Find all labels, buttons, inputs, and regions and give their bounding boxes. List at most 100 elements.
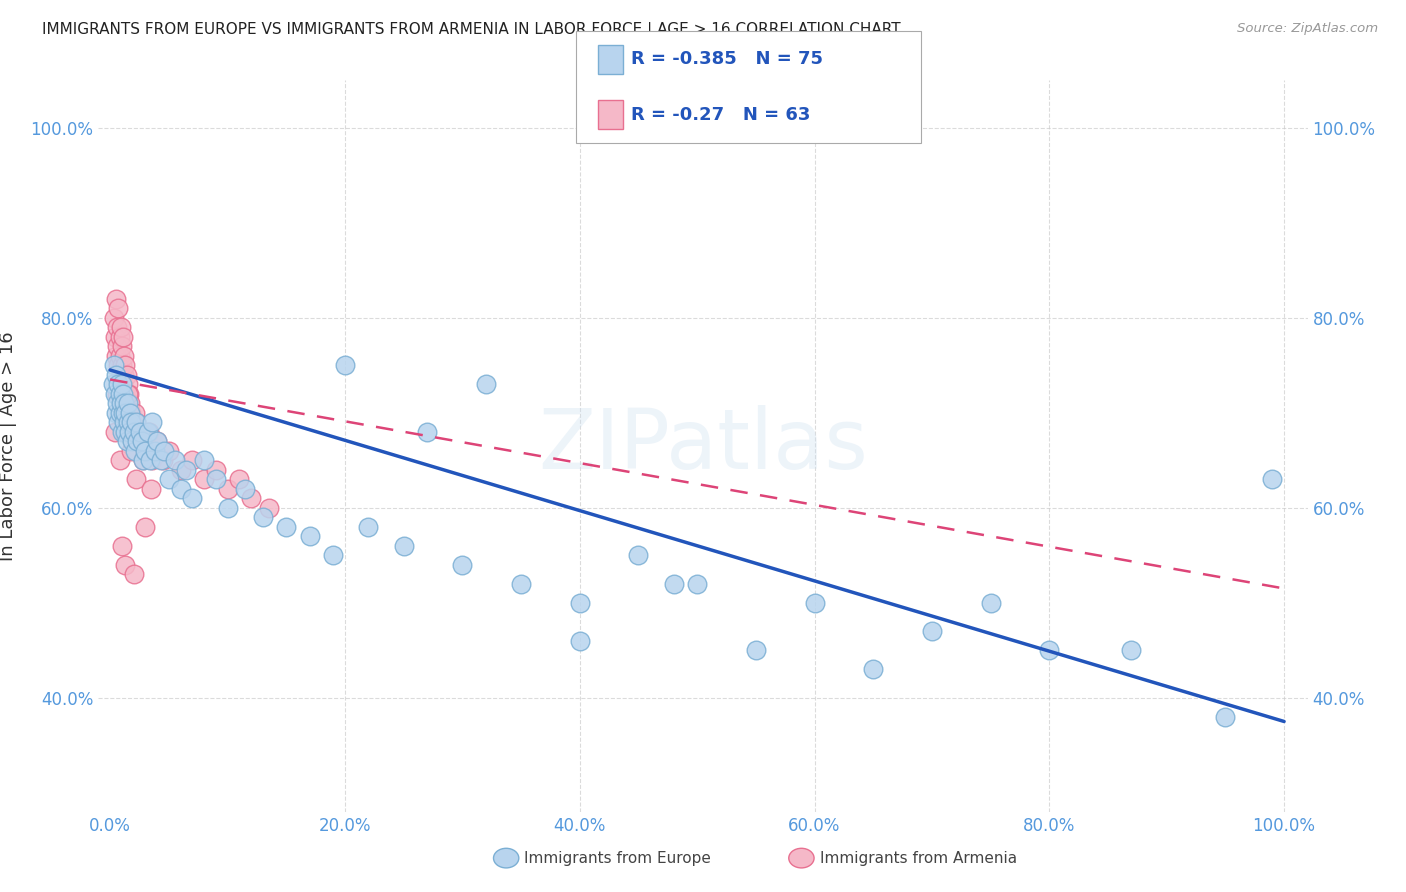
Point — [568, 596, 591, 610]
Point — [121, 415, 143, 429]
Point — [103, 310, 125, 325]
Point — [120, 443, 142, 458]
Point — [115, 396, 138, 410]
Text: ZIPatlas: ZIPatlas — [538, 406, 868, 486]
Point — [120, 396, 142, 410]
Point — [143, 443, 166, 458]
Point — [157, 472, 180, 486]
Point — [105, 406, 128, 420]
Point — [204, 472, 226, 486]
Point — [111, 358, 134, 372]
Point — [117, 377, 139, 392]
Point — [1261, 472, 1284, 486]
Point — [141, 482, 163, 496]
Point — [127, 434, 149, 449]
Point — [228, 472, 250, 486]
Point — [127, 434, 149, 449]
Point — [105, 396, 128, 410]
Point — [131, 434, 153, 449]
Point — [112, 377, 135, 392]
Point — [117, 386, 139, 401]
Point — [131, 434, 153, 449]
Point — [152, 453, 174, 467]
Point — [111, 396, 134, 410]
Point — [110, 368, 132, 382]
Point — [104, 330, 127, 344]
Point — [181, 491, 204, 506]
Point — [108, 386, 131, 401]
Point — [120, 415, 142, 429]
Point — [745, 643, 768, 657]
Point — [110, 396, 132, 410]
Point — [112, 425, 135, 439]
Point — [120, 406, 142, 420]
Point — [117, 406, 139, 420]
Point — [117, 396, 139, 410]
Point — [627, 548, 650, 562]
Point — [132, 453, 155, 467]
Point — [136, 425, 159, 439]
Point — [105, 349, 128, 363]
Point — [121, 434, 143, 449]
Text: Immigrants from Europe: Immigrants from Europe — [524, 851, 711, 865]
Point — [112, 368, 135, 382]
Point — [357, 520, 380, 534]
Point — [108, 349, 131, 363]
Point — [112, 415, 135, 429]
Point — [475, 377, 498, 392]
Point — [980, 596, 1002, 610]
Point — [112, 330, 135, 344]
Point — [333, 358, 356, 372]
Point — [153, 443, 176, 458]
Point — [107, 377, 129, 392]
Point — [112, 406, 135, 420]
Point — [257, 500, 280, 515]
Point — [124, 443, 146, 458]
Point — [568, 633, 591, 648]
Point — [112, 386, 135, 401]
Point — [139, 453, 162, 467]
Point — [125, 415, 148, 429]
Point — [111, 339, 134, 353]
Point — [134, 443, 156, 458]
Point — [110, 320, 132, 334]
Point — [111, 539, 134, 553]
Point — [146, 434, 169, 449]
Point — [104, 425, 127, 439]
Point — [108, 406, 131, 420]
Point — [141, 453, 163, 467]
Point — [108, 330, 131, 344]
Point — [803, 596, 825, 610]
Point — [124, 406, 146, 420]
Point — [451, 558, 474, 572]
Point — [240, 491, 263, 506]
Point — [169, 482, 191, 496]
Point — [176, 463, 198, 477]
Point — [104, 386, 127, 401]
Point — [103, 358, 125, 372]
Point — [217, 482, 239, 496]
Point — [125, 472, 148, 486]
Point — [114, 558, 136, 572]
Point — [1121, 643, 1143, 657]
Text: Immigrants from Armenia: Immigrants from Armenia — [820, 851, 1017, 865]
Point — [107, 415, 129, 429]
Point — [111, 377, 134, 392]
Point — [105, 386, 128, 401]
Point — [252, 510, 274, 524]
Point — [117, 415, 139, 429]
Point — [134, 443, 156, 458]
Point — [101, 377, 124, 392]
Point — [107, 358, 129, 372]
Point — [105, 320, 128, 334]
Point — [128, 425, 150, 439]
Point — [298, 529, 321, 543]
Point — [141, 415, 163, 429]
Point — [1038, 643, 1060, 657]
Text: R = -0.385   N = 75: R = -0.385 N = 75 — [631, 50, 824, 69]
Point — [181, 453, 204, 467]
Point — [322, 548, 344, 562]
Point — [1215, 710, 1237, 724]
Point — [416, 425, 439, 439]
Point — [921, 624, 943, 639]
